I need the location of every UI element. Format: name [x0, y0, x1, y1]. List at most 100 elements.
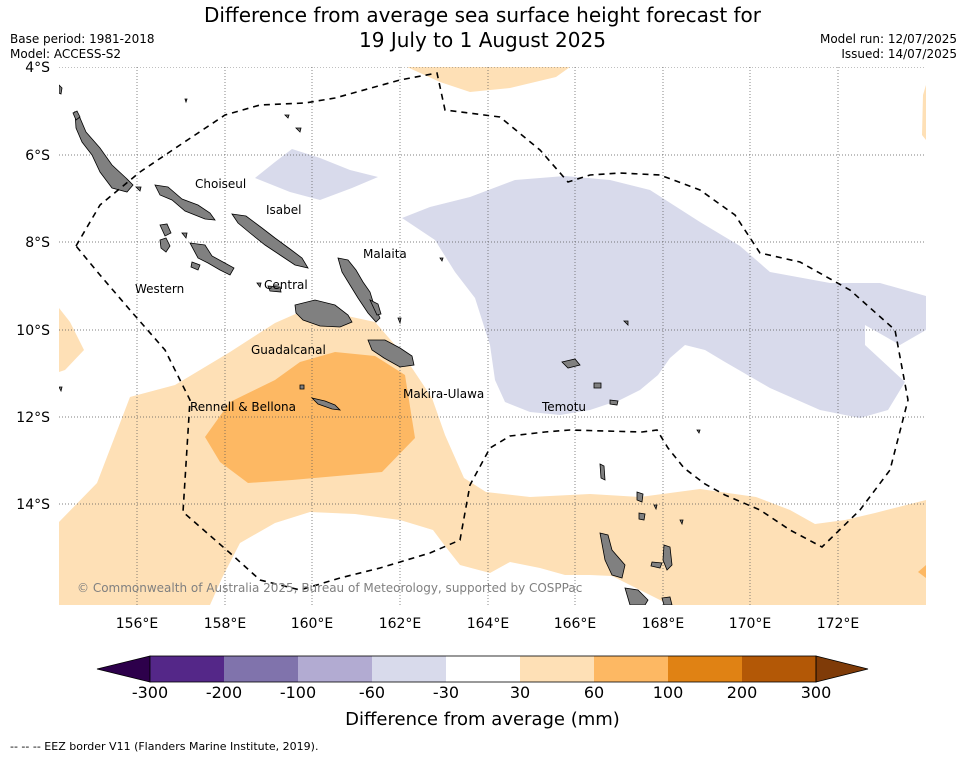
lon-tick-label: 156°E [116, 616, 159, 632]
kolombangara-island [159, 237, 171, 253]
map-panel: Choiseul Isabel Malaita Western Central … [59, 67, 926, 605]
small-islet-5 [397, 317, 402, 325]
small-islet-2 [184, 98, 188, 104]
banks-islet [638, 512, 646, 521]
small-islet-4 [295, 127, 302, 133]
banks-islands [636, 491, 644, 503]
colorbar-tick-label: -300 [131, 683, 169, 702]
chart-title: Difference from average sea surface heig… [0, 3, 965, 53]
lat-tick-label: 14°S [16, 497, 50, 513]
colorbar-frame [149, 655, 817, 683]
title-line-1: Difference from average sea surface heig… [203, 3, 762, 27]
nendo-island [561, 358, 581, 369]
colorbar-segment [298, 656, 372, 682]
lon-tick-label: 166°E [554, 616, 597, 632]
anomaly-region-60-100-east [918, 565, 926, 578]
colorbar-tick-label: -100 [279, 683, 317, 702]
colorbar [96, 655, 869, 683]
anomaly-region-30-60-north [407, 67, 570, 92]
colorbar-title: Difference from average (mm) [345, 709, 620, 730]
label-isabel: Isabel [266, 203, 301, 217]
colorbar-segment [520, 656, 594, 682]
meta-right: Model run: 12/07/2025 Issued: 14/07/2025 [820, 32, 957, 62]
rendova-islands [189, 242, 235, 276]
vanikoro-island [609, 399, 619, 406]
anomaly-region-30-60-west [59, 308, 84, 372]
label-central: Central [264, 278, 308, 292]
small-islet-9 [679, 519, 684, 526]
colorbar-segment [446, 656, 520, 682]
small-islet-6 [439, 257, 444, 262]
colorbar-tick-label: 200 [726, 683, 758, 702]
vella-lavella-island [159, 223, 172, 237]
utupua-island [593, 382, 602, 389]
lat-tick-label: 6°S [25, 148, 50, 164]
label-guadalcanal: Guadalcanal [251, 343, 326, 357]
maramasike-island [369, 299, 382, 316]
issued-text: Issued: 14/07/2025 [841, 47, 957, 61]
model-run-text: Model run: 12/07/2025 [819, 32, 957, 46]
title-line-2: 19 July to 1 August 2025 [359, 28, 606, 52]
espiritu-santo-island [599, 532, 626, 579]
bellona-island [299, 384, 305, 390]
colorbar-segment [224, 656, 298, 682]
colorbar-extend-low [96, 655, 151, 683]
colorbar-tick-label: -30 [432, 683, 460, 702]
meta-left: Base period: 1981-2018 Model: ACCESS-S2 [10, 32, 155, 62]
lon-tick-label: 158°E [204, 616, 247, 632]
eez-footnote: -- -- -- EEZ border V11 (Flanders Marine… [10, 740, 319, 753]
colorbar-segment [668, 656, 742, 682]
small-islet-10 [653, 504, 658, 511]
colorbar-tick-label: 30 [509, 683, 531, 702]
lat-tick-label: 4°S [25, 60, 50, 76]
label-choiseul: Choiseul [195, 177, 246, 191]
new-georgia-island [231, 213, 309, 269]
small-islet-8 [696, 429, 701, 434]
lon-tick-label: 162°E [379, 616, 422, 632]
lat-tick-label: 10°S [16, 323, 50, 339]
colorbar-tick-label: -200 [205, 683, 243, 702]
russell-islands [256, 282, 262, 288]
anomaly-region-30-60-east [922, 85, 926, 140]
lon-tick-label: 168°E [642, 616, 685, 632]
lon-tick-label: 164°E [467, 616, 510, 632]
rennell-island [310, 397, 342, 411]
lat-tick-label: 8°S [25, 235, 50, 251]
isabel-island [154, 184, 216, 221]
small-islet-7 [59, 386, 63, 393]
tetepare-island [190, 261, 201, 271]
malakula-island [624, 587, 649, 605]
copyright-notice: © Commonwealth of Australia 2025, Bureau… [77, 581, 582, 595]
colorbar-tick-label: 100 [652, 683, 684, 702]
colorbar-tick-label: 300 [800, 683, 832, 702]
land-masses [59, 84, 701, 605]
aoba-island [650, 561, 663, 569]
label-western: Western [135, 282, 184, 296]
florida-islands [267, 285, 282, 293]
bougainville-tip [59, 84, 63, 95]
anomaly-region-60-100 [205, 352, 415, 483]
model-text: Model: ACCESS-S2 [10, 47, 122, 61]
map-gridlines [59, 67, 926, 605]
anomaly-region-neg60-neg30-north [255, 149, 378, 200]
label-temotu: Temotu [541, 400, 586, 414]
choiseul-island [74, 110, 134, 193]
malaita-island [337, 257, 381, 323]
lon-tick-label: 172°E [817, 616, 860, 632]
label-malaita: Malaita [363, 247, 407, 261]
colorbar-tick-label: 60 [583, 683, 605, 702]
maewo-island [662, 544, 673, 571]
colorbar-segment [372, 656, 446, 682]
guadalcanal-island [294, 299, 353, 328]
duff-islet [623, 320, 629, 326]
base-period-text: Base period: 1981-2018 [10, 32, 155, 46]
colorbar-tick-label: -60 [358, 683, 386, 702]
pentecost-island [661, 596, 673, 605]
makira-island [367, 339, 415, 368]
lon-tick-label: 160°E [291, 616, 334, 632]
eez-border [75, 72, 909, 591]
colorbar-segment [742, 656, 816, 682]
anomaly-region-neg60-neg30 [402, 176, 926, 418]
small-islet [135, 186, 142, 192]
